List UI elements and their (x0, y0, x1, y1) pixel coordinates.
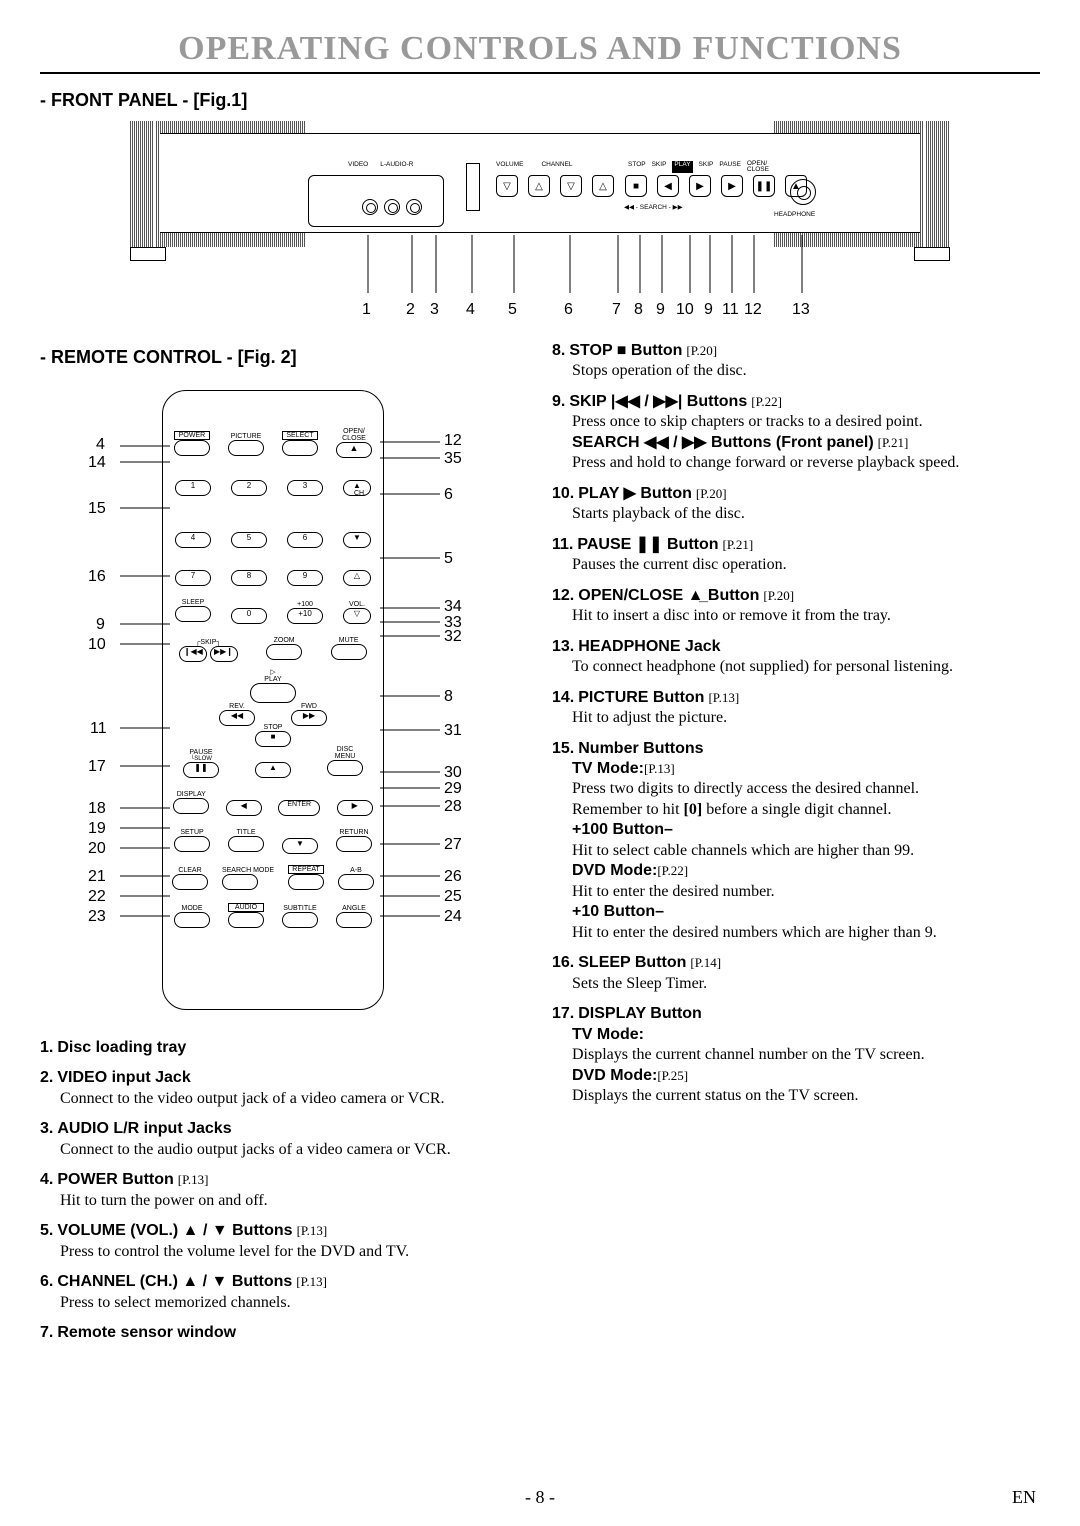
sensor-window-icon (466, 163, 480, 211)
list-item: 14. PICTURE Button [P.13]Hit to adjust t… (552, 688, 1040, 729)
label-play: PLAY (672, 161, 692, 173)
list-item: 10. PLAY ▶ Button [P.20]Starts playback … (552, 484, 1040, 525)
page-footer: - 8 - EN (0, 1487, 1080, 1508)
label-volume: VOLUME (496, 161, 523, 168)
list-item: 3. AUDIO L/R input JacksConnect to the a… (40, 1119, 528, 1160)
remote-buttons: POWER PICTURE SELECT OPEN/ CLOSE▲ 1 2 3 … (170, 426, 376, 998)
label-openclose: OPEN/ CLOSE (747, 161, 769, 173)
label-skip2: SKIP (699, 161, 714, 173)
page-number: - 8 - (525, 1487, 555, 1507)
list-item: 13. HEADPHONE JackTo connect headphone (… (552, 637, 1040, 678)
vol-ch-knobs: ▽△▽△ (496, 175, 614, 197)
fp-leaders (130, 235, 950, 325)
page-title: OPERATING CONTROLS AND FUNCTIONS (40, 30, 1040, 74)
list-item: 2. VIDEO input JackConnect to the video … (40, 1068, 528, 1109)
list-item: 4. POWER Button [P.13]Hit to turn the po… (40, 1170, 528, 1211)
list-item: 15. Number ButtonsTV Mode:[P.13]Press tw… (552, 739, 1040, 944)
label-headphone: HEADPHONE (774, 211, 815, 218)
label-channel: CHANNEL (541, 161, 572, 168)
label-pause: PAUSE (719, 161, 741, 173)
list-item: 11. PAUSE ❚❚ Button [P.21]Pauses the cur… (552, 535, 1040, 576)
list-item: 9. SKIP |◀◀ / ▶▶| Buttons [P.22]Press on… (552, 392, 1040, 474)
label-video: VIDEO (348, 161, 368, 168)
right-item-list: 8. STOP ■ Button [P.20]Stops operation o… (552, 341, 1040, 1106)
list-item: 1. Disc loading tray (40, 1038, 528, 1058)
remote-figure: 4 14 15 16 9 10 11 17 18 19 20 21 22 23 … (40, 378, 520, 1038)
headphone-jack-icon (790, 179, 816, 205)
list-item: 6. CHANNEL (CH.) ▲ / ▼ Buttons [P.13]Pre… (40, 1272, 528, 1313)
list-item: 5. VOLUME (VOL.) ▲ / ▼ Buttons [P.13]Pre… (40, 1221, 528, 1262)
list-item: 17. DISPLAY ButtonTV Mode:Displays the c… (552, 1004, 1040, 1106)
list-item: 16. SLEEP Button [P.14]Sets the Sleep Ti… (552, 953, 1040, 994)
left-item-list: 1. Disc loading tray 2. VIDEO input JackC… (40, 1038, 528, 1344)
transport-knobs: ■◀▶▶❚❚▲ (625, 175, 807, 197)
list-item: 7. Remote sensor window (40, 1323, 528, 1343)
list-item: 12. OPEN/CLOSE ▲̲ Button [P.20]Hit to in… (552, 586, 1040, 627)
remote-heading: - REMOTE CONTROL - [Fig. 2] (40, 347, 528, 368)
front-panel-heading: - FRONT PANEL - [Fig.1] (40, 90, 1040, 111)
av-jacks-icon (362, 199, 422, 215)
front-panel-figure: VIDEO L-AUDIO-R VOLUME CHANNEL ▽△▽△ STOP… (130, 121, 950, 331)
list-item: 8. STOP ■ Button [P.20]Stops operation o… (552, 341, 1040, 382)
page-lang: EN (1012, 1487, 1036, 1508)
label-search: ◀◀ - SEARCH - ▶▶ (624, 203, 683, 211)
label-laudior: L-AUDIO-R (380, 161, 413, 168)
label-skip: SKIP (652, 161, 667, 173)
label-stop: STOP (628, 161, 646, 173)
